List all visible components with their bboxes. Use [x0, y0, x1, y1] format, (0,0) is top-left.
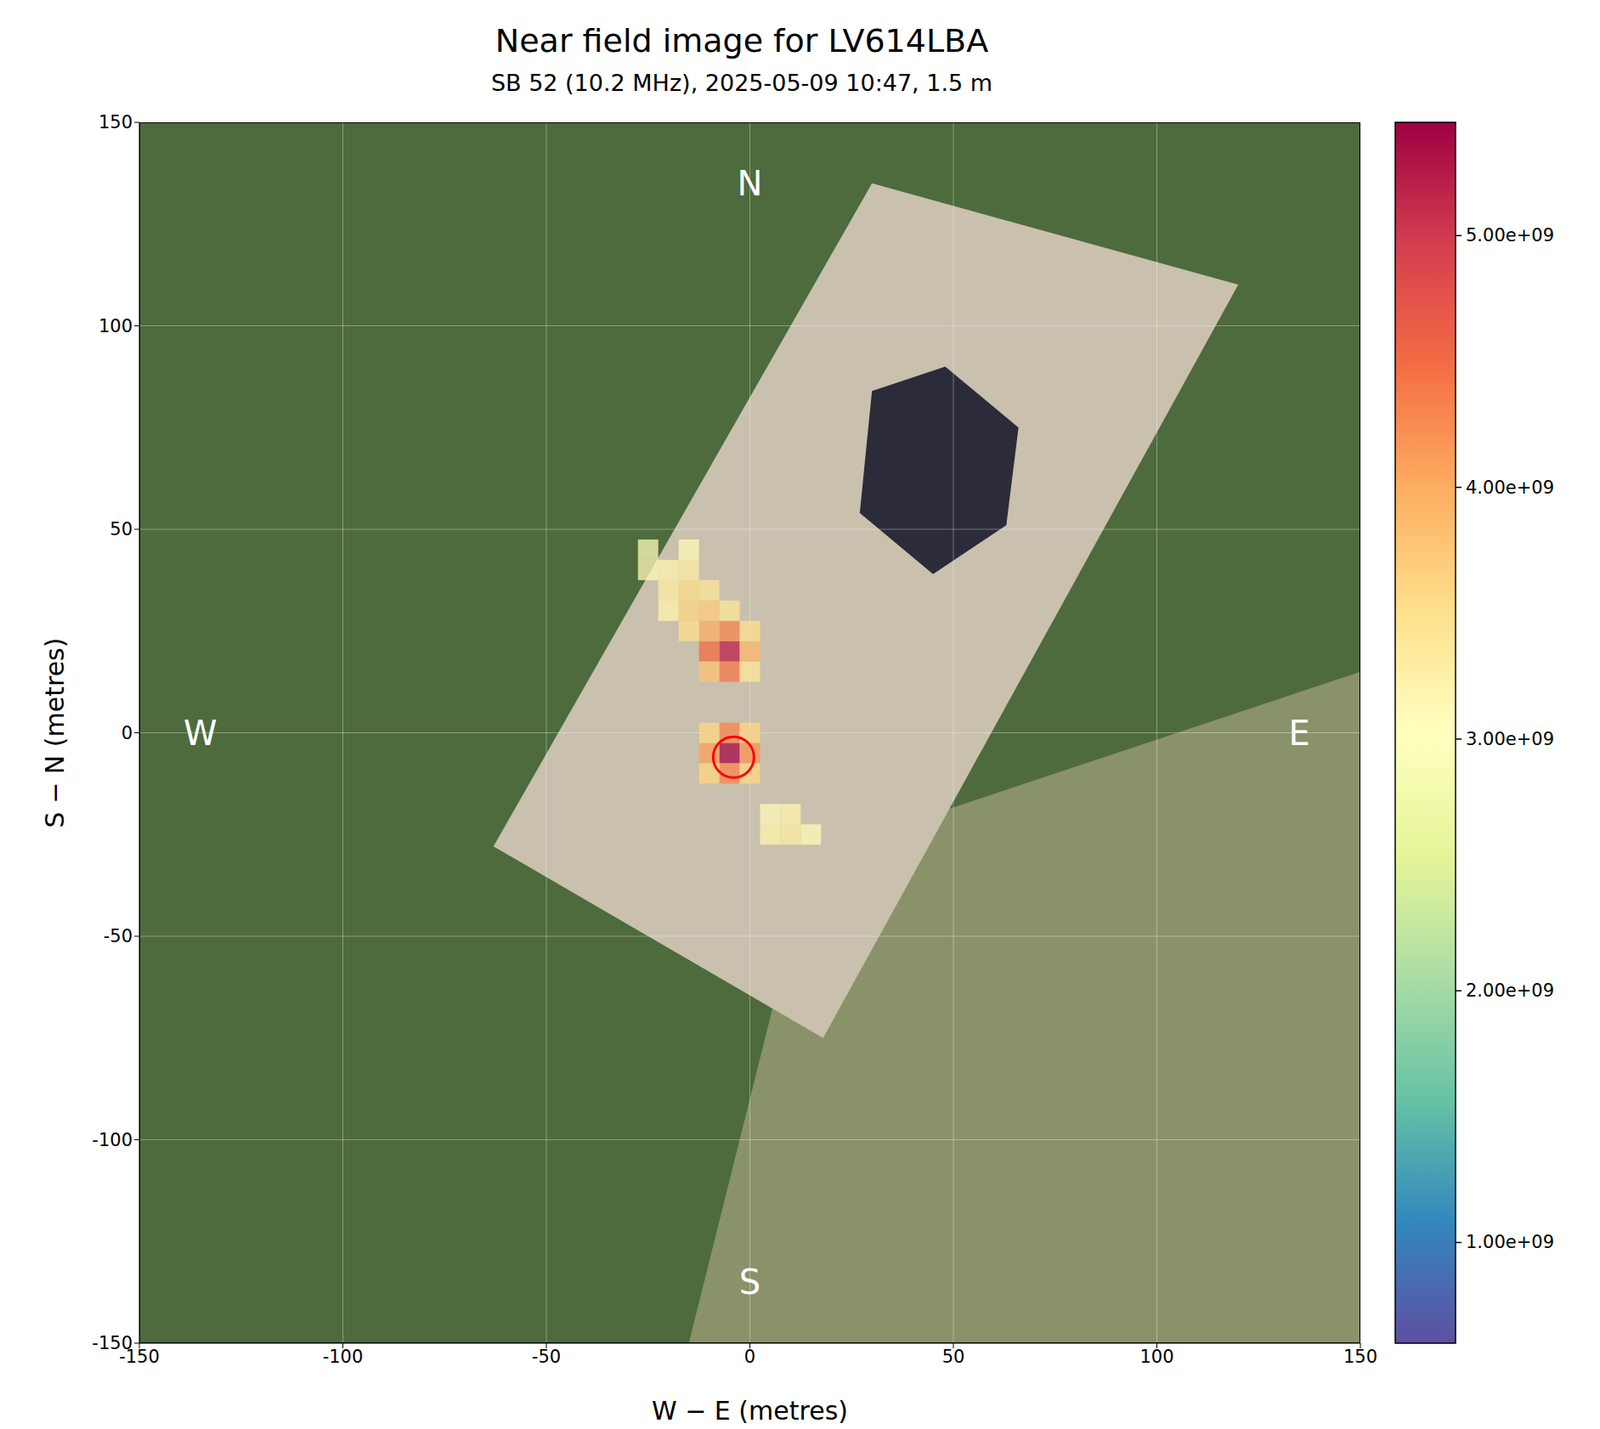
svg-text:50: 50 — [942, 1346, 966, 1368]
svg-text:S − N (metres): S − N (metres) — [39, 638, 70, 829]
svg-text:100: 100 — [1139, 1346, 1174, 1368]
svg-text:-50: -50 — [103, 926, 133, 947]
svg-text:-150: -150 — [91, 1333, 133, 1354]
html-text:Near field image for LV614LBA: Near field image for LV614LBA — [495, 22, 989, 60]
svg-text:-100: -100 — [322, 1346, 364, 1368]
svg-text:S: S — [739, 1262, 761, 1302]
svg-text:5.00e+09: 5.00e+09 — [1465, 225, 1555, 246]
svg-text:1.00e+09: 1.00e+09 — [1465, 1232, 1555, 1253]
svg-text:W − E (metres): W − E (metres) — [651, 1396, 849, 1426]
svg-text:150: 150 — [1343, 1346, 1378, 1368]
svg-text:W: W — [183, 713, 218, 753]
svg-text:N: N — [737, 163, 764, 204]
svg-text:100: 100 — [98, 316, 133, 337]
svg-text:2.00e+09: 2.00e+09 — [1465, 980, 1555, 1001]
svg-text:-150: -150 — [119, 1346, 160, 1368]
svg-text:-100: -100 — [91, 1130, 133, 1151]
html-text:SB 52 (10.2 MHz), 2025-05-09 1: SB 52 (10.2 MHz), 2025-05-09 10:47, 1.5 … — [491, 69, 993, 97]
svg-text:4.00e+09: 4.00e+09 — [1465, 477, 1555, 498]
svg-text:150: 150 — [98, 112, 133, 133]
svg-text:0: 0 — [744, 1346, 756, 1368]
svg-text:0: 0 — [121, 723, 133, 744]
svg-text:3.00e+09: 3.00e+09 — [1465, 729, 1555, 750]
svg-text:-50: -50 — [531, 1346, 561, 1368]
svg-text:50: 50 — [109, 519, 133, 540]
svg-text:E: E — [1289, 713, 1311, 753]
